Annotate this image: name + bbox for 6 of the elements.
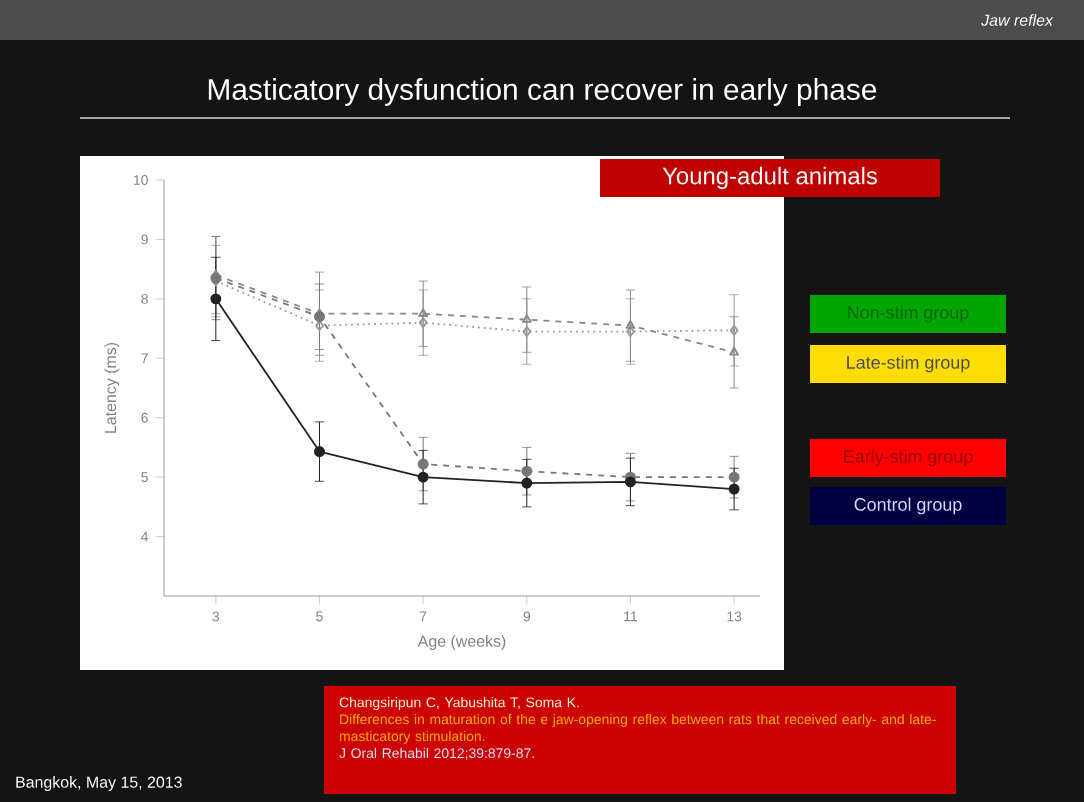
text: Early-stim group [844, 449, 973, 467]
text: Non-stim group [848, 305, 969, 323]
annotation: Young-adult animals [662, 166, 877, 190]
chart-title: Masticatory dysfunction can recover in early phase [208, 78, 877, 106]
text: Late-stim group [847, 355, 970, 373]
text: Control group [854, 497, 962, 515]
